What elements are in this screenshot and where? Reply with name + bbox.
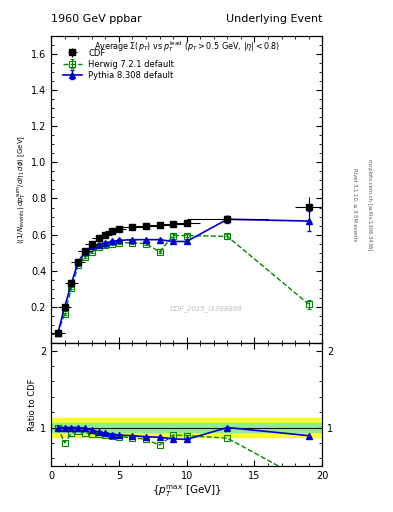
- X-axis label: $\{p_T^{\rm max}$ [GeV]$\}$: $\{p_T^{\rm max}$ [GeV]$\}$: [152, 483, 222, 499]
- Text: CDF_2015_I1388868: CDF_2015_I1388868: [169, 306, 242, 312]
- Y-axis label: Ratio to CDF: Ratio to CDF: [28, 378, 37, 431]
- Bar: [51, 418, 322, 437]
- Text: Average $\Sigma(p_T)$ vs $p_T^{\rm lead}$ $(p_T > 0.5$ GeV$,\,|\eta| < 0.8)$: Average $\Sigma(p_T)$ vs $p_T^{\rm lead}…: [94, 39, 280, 54]
- Text: mcplots.cern.ch [arXiv:1306.3436]: mcplots.cern.ch [arXiv:1306.3436]: [367, 159, 373, 250]
- Text: Rivet 3.1.10, ≥ 3.5M events: Rivet 3.1.10, ≥ 3.5M events: [352, 168, 357, 242]
- Bar: [51, 423, 322, 432]
- Y-axis label: $\langle(1/N_{\rm events})\,dp_T^{\rm sum}/d\eta_1\,d\phi\rangle$ [GeV]: $\langle(1/N_{\rm events})\,dp_T^{\rm su…: [15, 135, 27, 244]
- Text: 1960 GeV ppbar: 1960 GeV ppbar: [51, 13, 142, 24]
- Legend: CDF, Herwig 7.2.1 default, Pythia 8.308 default: CDF, Herwig 7.2.1 default, Pythia 8.308 …: [60, 46, 177, 83]
- Text: Underlying Event: Underlying Event: [226, 13, 322, 24]
